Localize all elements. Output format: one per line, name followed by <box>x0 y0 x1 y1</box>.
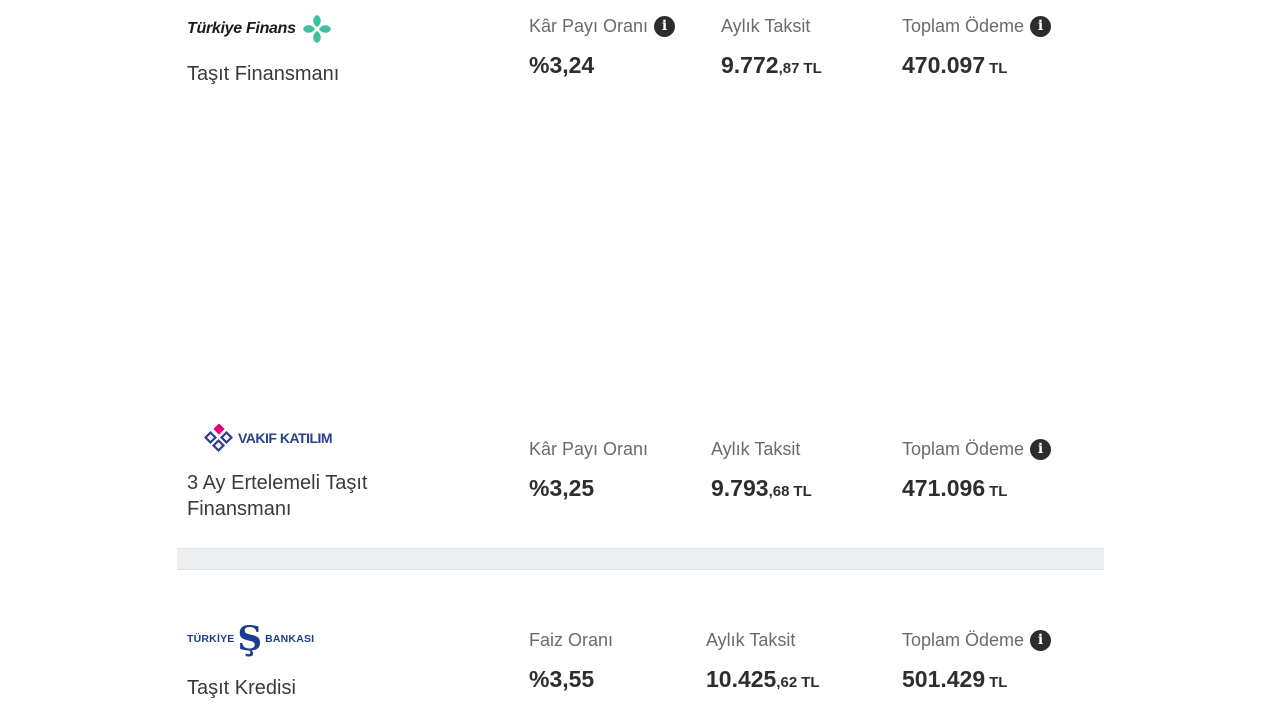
info-icon[interactable]: i <box>1030 629 1052 651</box>
bank-name: Türkiye Finans <box>187 20 296 37</box>
installment-value: 9.772,87 TL <box>721 52 822 78</box>
product-name: Taşıt Kredisi <box>187 677 296 699</box>
total-value: 471.096 TL <box>902 475 1008 501</box>
product-name: Taşıt Finansmanı <box>187 63 340 85</box>
product-name: 3 Ay Ertelemeli Taşıt Finansmanı <box>187 472 368 520</box>
bank-name-left: TÜRKİYE <box>187 633 235 645</box>
rate-label: Faiz Oranı <box>529 629 614 650</box>
info-icon[interactable]: i <box>654 15 676 37</box>
is-bankasi-logo: TÜRKİYE Ş BANKASI <box>187 622 314 656</box>
installment-label: Aylık Taksit <box>706 629 796 650</box>
rate-value: %3,24 <box>529 52 595 78</box>
bank-name: VAKIF KATILIM <box>238 430 333 446</box>
rate-value: %3,55 <box>529 666 595 692</box>
rate-column: Kâr Payı Oranı i %3,24 <box>529 14 676 79</box>
rate-value: %3,25 <box>529 475 595 501</box>
total-label: Toplam Ödeme <box>902 629 1025 650</box>
is-bankasi-mark-icon: Ş <box>237 619 263 659</box>
turkiye-finans-logo: Türkiye Finans <box>187 12 334 46</box>
vakif-katilim-diamond-icon <box>204 424 234 452</box>
vakif-katilim-logo: VAKIF KATILIM <box>204 424 333 452</box>
total-column: Toplam Ödeme i 501.429 TL <box>902 628 1052 693</box>
total-value: 501.429 TL <box>902 666 1008 692</box>
bank-name-right: BANKASI <box>265 633 315 645</box>
rate-column: Kâr Payı Oranı %3,25 <box>529 437 648 502</box>
installment-label: Aylık Taksit <box>721 15 811 36</box>
installment-column: Aylık Taksit 10.425,62 TL <box>706 628 820 693</box>
installment-label: Aylık Taksit <box>711 438 801 459</box>
info-icon[interactable]: i <box>1030 438 1052 460</box>
total-label: Toplam Ödeme <box>902 15 1025 36</box>
rate-label: Kâr Payı Oranı <box>529 15 649 36</box>
total-value: 470.097 TL <box>902 52 1008 78</box>
total-label: Toplam Ödeme <box>902 438 1025 459</box>
section-divider <box>177 548 1104 570</box>
info-icon[interactable]: i <box>1030 15 1052 37</box>
rate-label: Kâr Payı Oranı <box>529 438 649 459</box>
installment-column: Aylık Taksit 9.793,68 TL <box>711 437 812 502</box>
total-column: Toplam Ödeme i 471.096 TL <box>902 437 1052 502</box>
rate-column: Faiz Oranı %3,55 <box>529 628 613 693</box>
installment-value: 9.793,68 TL <box>711 475 812 501</box>
installment-value: 10.425,62 TL <box>706 666 820 692</box>
total-column: Toplam Ödeme i 470.097 TL <box>902 14 1052 79</box>
turkiye-finans-leaf-icon <box>302 15 331 43</box>
installment-column: Aylık Taksit 9.772,87 TL <box>721 14 822 79</box>
